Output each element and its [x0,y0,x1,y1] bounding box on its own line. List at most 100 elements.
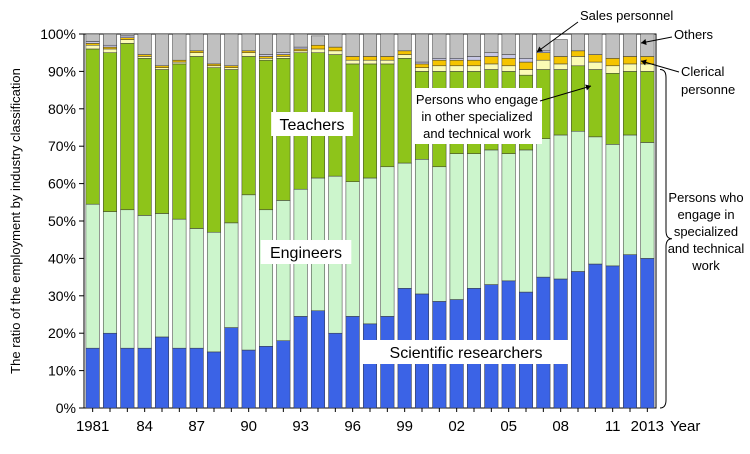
bar-segment-2013-s2 [640,71,655,143]
bar-segment-1995-s4 [328,46,343,52]
bar-segment-2000-s6 [414,33,430,63]
bar-segment-1990-s4 [241,50,256,53]
x-tick-label: 05 [500,418,517,435]
bar-segment-1999-s2 [397,58,412,164]
bar-segment-1984-s0 [137,347,152,409]
bar-segment-1986-s0 [172,347,187,409]
others-leader [640,36,673,44]
bar-segment-1990-s1 [241,194,256,351]
bar-segment-1993-s5 [293,46,308,50]
bar-segment-2000-s3 [414,67,430,72]
bar-segment-2012-s1 [622,134,638,255]
bar-segment-1991-s0 [258,346,274,409]
bar-segment-1984-s6 [137,33,152,55]
bar-segment-1993-s3 [293,50,308,53]
bar-segment-2012-s2 [622,71,638,136]
bar-segment-1991-s4 [258,56,274,59]
bar-segment-2006-s6 [518,33,534,59]
bar-segment-1991-s6 [258,33,274,55]
bar-segment-1986-s6 [172,33,187,61]
bar-segment-1993-s6 [293,33,308,48]
bar-segment-1996-s6 [345,33,360,57]
bar-segment-1981-s4 [85,43,100,46]
bar-segment-1997-s2 [362,63,378,179]
bar-segment-1982-s0 [102,332,118,409]
bar-segment-1999-s3 [397,54,412,59]
y-tick-label: 10% [48,363,76,379]
bar-segment-1984-s3 [137,56,152,59]
bar-segment-1987-s1 [189,228,204,349]
y-tick-label: 90% [48,63,76,79]
bar-segment-2003-s6 [466,33,482,57]
bar-segment-2003-s3 [466,65,482,72]
y-tick-label: 20% [48,325,76,341]
bar-segment-1985-s6 [154,33,170,67]
bar-segment-1997-s1 [362,177,378,325]
bar-segment-2013-s6 [640,33,655,57]
x-tick-label: 96 [344,418,361,435]
bar-segment-1994-s4 [310,44,326,50]
bar-segment-1991-s5 [258,54,274,57]
x-tick-label: 11 [605,418,621,435]
sales-arrow [537,46,543,52]
bar-segment-1981-s0 [85,347,100,409]
bar-segment-2001-s3 [432,65,447,72]
bar-segment-2003-s5 [466,56,482,61]
sales-personnel-label: Sales personnel [580,8,673,23]
other-specialized-arrow [585,84,591,91]
bar-segment-1994-s0 [310,310,326,409]
bar-segment-1982-s2 [102,52,118,212]
bar-segment-1992-s0 [276,340,291,409]
bar-segment-2012-s4 [622,56,638,65]
bar-segment-1985-s3 [154,67,170,70]
bar-segment-2005-s6 [501,33,516,55]
x-tick-label: 02 [448,418,465,435]
bar-segment-1999-s1 [397,162,412,289]
x-tick-label: 87 [188,418,205,435]
bar-segment-1998-s1 [380,166,395,317]
bar-segment-1998-s2 [380,63,395,168]
bar-segment-2012-s6 [622,33,638,57]
bar-segment-1983-s6 [120,33,135,37]
bar-segment-1987-s3 [189,52,204,57]
teachers-label-bg [271,112,353,136]
bar-segment-2012-s3 [622,63,638,72]
bar-segment-2005-s3 [501,65,516,72]
bar-segment-2009-s4 [570,50,586,57]
bar-segment-1997-s0 [362,323,378,409]
bar-segment-2013-s3 [640,63,655,72]
y-tick-label: 70% [48,138,76,154]
bar-segment-1986-s1 [172,218,187,349]
bar-segment-2007-s4 [536,52,551,61]
engineers-label: Engineers [270,245,342,262]
bar-segment-2012-s0 [622,254,638,409]
y-tick-label: 60% [48,176,76,192]
bar-segment-2011-s0 [605,265,620,409]
bar-segment-1988-s1 [206,231,222,353]
bar-segment-2010-s1 [588,136,603,265]
scientific-researchers-label: Scientific researchers [390,345,543,362]
bar-segment-2004-s3 [484,63,499,70]
bar-segment-1984-s1 [137,215,152,349]
bar-segment-1988-s2 [206,67,222,233]
scientific-researchers-label-bg [362,340,570,364]
bar-segment-1989-s3 [224,67,239,70]
bar-segment-1983-s2 [120,43,135,211]
bar-segment-1983-s3 [120,39,135,44]
bar-segment-1986-s4 [172,59,187,63]
bar-segment-1989-s2 [224,69,239,224]
bar-segment-1986-s3 [172,61,187,65]
bar-segment-2010-s0 [588,263,603,409]
bar-segment-1988-s4 [206,63,222,67]
bar-segment-1996-s3 [345,59,360,65]
bracket-label: engage in [677,207,734,222]
clerical-arrow [641,59,647,66]
bar-segment-1988-s6 [206,33,222,65]
clerical-label: personne [681,82,735,97]
bar-segment-1983-s4 [120,37,135,40]
bar-segment-1984-s4 [137,54,152,57]
bar-segment-1985-s0 [154,336,170,409]
bar-segment-2000-s4 [414,63,430,68]
bar-segment-1983-s0 [120,347,135,409]
bar-segment-2009-s6 [570,33,586,52]
